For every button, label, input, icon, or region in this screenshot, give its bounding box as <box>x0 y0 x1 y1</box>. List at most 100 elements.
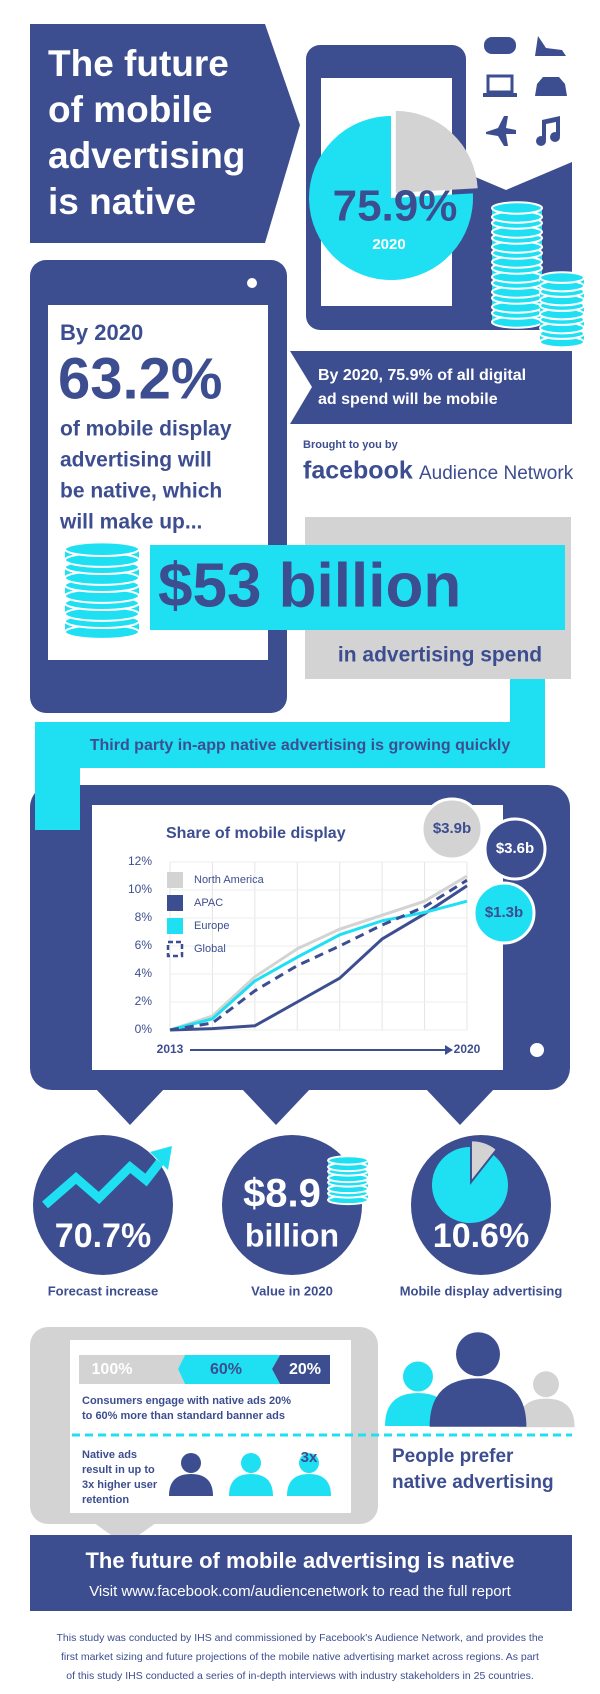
stat-value: 70.7% <box>55 1217 151 1255</box>
stat-circle <box>222 1135 362 1275</box>
retention-text: Native ads <box>82 1449 137 1461</box>
sponsor-brand: facebook <box>303 457 413 485</box>
footnote: of this study IHS conducted a series of … <box>66 1670 534 1682</box>
bar-segment <box>79 1355 185 1384</box>
spend-amount: $53 billion <box>158 551 461 620</box>
y-tick-label: 6% <box>135 938 153 952</box>
value-bubble <box>420 797 484 861</box>
tablet-button <box>530 1043 544 1057</box>
laptop-icon <box>486 74 514 94</box>
pointer <box>95 1088 165 1125</box>
stat-caption: Value in 2020 <box>251 1283 333 1298</box>
person-icon <box>299 1453 319 1473</box>
segment-label: 60% <box>210 1361 242 1378</box>
series-line <box>169 878 468 1032</box>
caption-banner <box>290 351 572 424</box>
title-line: is native <box>48 181 196 222</box>
gamepad-icon <box>484 37 516 54</box>
chart-title: Share of mobile display <box>166 825 346 842</box>
native-intro: By 2020 <box>60 320 143 345</box>
segment-label: 100% <box>92 1361 133 1378</box>
coin <box>327 1155 369 1166</box>
legend-swatch <box>167 918 183 934</box>
pie-slice <box>309 116 473 280</box>
title-line: of mobile <box>48 89 212 130</box>
bubble-label: $3.6b <box>496 840 534 857</box>
stat-value: billion <box>245 1217 339 1253</box>
music-icon-note <box>550 132 560 142</box>
retention-text: result in up to <box>82 1464 155 1476</box>
coin-stacks <box>491 201 585 349</box>
pie-year: 2020 <box>372 236 405 253</box>
connector <box>35 722 545 768</box>
legend-swatch <box>166 940 184 958</box>
pie <box>309 110 478 280</box>
native-text: of mobile display <box>60 418 232 441</box>
legend-label: Global <box>194 943 226 955</box>
native-text: will make up... <box>59 511 202 534</box>
legend-label: Europe <box>194 920 229 932</box>
legend-label: North America <box>194 874 265 886</box>
x-arrow-head <box>445 1045 453 1055</box>
pointer <box>90 1520 160 1545</box>
banner-link: Visit www.facebook.com/audiencenetwork t… <box>89 1583 511 1600</box>
y-tick-label: 0% <box>135 1022 153 1036</box>
y-tick-label: 8% <box>135 910 153 924</box>
pointer <box>241 1088 311 1125</box>
trend-arrow <box>42 1159 164 1209</box>
footnote: first market sizing and future projectio… <box>61 1651 539 1663</box>
sponsor-intro: Brought to you by <box>303 439 399 451</box>
y-tick-label: 4% <box>135 966 153 980</box>
legend-swatch <box>167 895 183 911</box>
music-icon <box>542 116 560 140</box>
person-icon <box>456 1332 500 1377</box>
connector <box>35 785 80 830</box>
footer-banner <box>30 1535 572 1611</box>
coin-stack <box>64 541 140 640</box>
preference-text: native advertising <box>392 1472 554 1493</box>
shoe-icon <box>535 36 566 56</box>
person-icon <box>429 1378 527 1427</box>
value-bubble <box>483 817 547 881</box>
person-icon <box>241 1453 261 1473</box>
person-icon <box>287 1474 331 1496</box>
caption-line: ad spend will be mobile <box>318 391 498 408</box>
sponsor-product: Audience Network <box>419 463 574 484</box>
y-tick-label: 10% <box>128 882 152 896</box>
series-line <box>169 874 468 1032</box>
banner-title: The future of mobile advertising is nati… <box>85 1548 514 1573</box>
native-text: advertising will <box>60 449 212 472</box>
car-icon <box>535 77 567 96</box>
person-icon <box>181 1453 201 1473</box>
retention-text: 3x higher user <box>82 1479 158 1491</box>
coin <box>64 541 140 558</box>
pointer <box>425 1088 495 1125</box>
x-tick-label: 2020 <box>454 1042 481 1056</box>
pie-remainder <box>431 1147 508 1223</box>
pie-slice <box>471 1141 496 1180</box>
pointers <box>95 1088 495 1125</box>
person-icon <box>403 1361 433 1392</box>
laptop-base <box>483 93 517 97</box>
coin <box>539 271 585 284</box>
series-line <box>169 884 468 1032</box>
person-icon <box>517 1398 575 1428</box>
person-icon <box>229 1474 273 1496</box>
title: The future of mobile advertising is nati… <box>48 43 245 222</box>
x-tick-label: 2013 <box>157 1042 184 1056</box>
multiplier: 3x <box>301 1449 318 1466</box>
coin <box>491 201 543 215</box>
legend-label: APAC <box>194 897 223 909</box>
bar-segment <box>272 1355 330 1384</box>
people <box>169 1332 575 1496</box>
stat-value: 10.6% <box>433 1217 529 1255</box>
caption-line: By 2020, 75.9% of all digital <box>318 367 526 384</box>
person-icon <box>169 1474 213 1496</box>
engagement-text: to 60% more than standard banner ads <box>82 1410 285 1422</box>
pie-label: 75.9% <box>333 182 458 231</box>
spend-band <box>150 545 565 630</box>
value-bubble <box>472 881 536 945</box>
line-chart: 2013 2020 0% 2% 4% 6% 8% 10% 12% North America APA… <box>128 797 547 1056</box>
plane-icon <box>486 116 516 146</box>
